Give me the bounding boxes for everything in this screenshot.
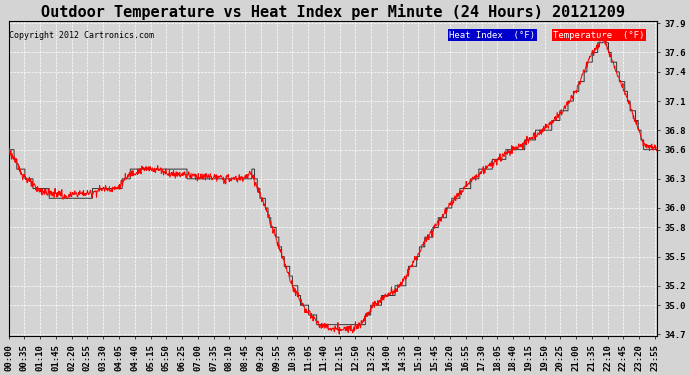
Text: Temperature  (°F): Temperature (°F) xyxy=(553,31,644,40)
Text: Heat Index  (°F): Heat Index (°F) xyxy=(449,31,535,40)
Title: Outdoor Temperature vs Heat Index per Minute (24 Hours) 20121209: Outdoor Temperature vs Heat Index per Mi… xyxy=(41,4,624,20)
Text: Copyright 2012 Cartronics.com: Copyright 2012 Cartronics.com xyxy=(9,31,155,40)
